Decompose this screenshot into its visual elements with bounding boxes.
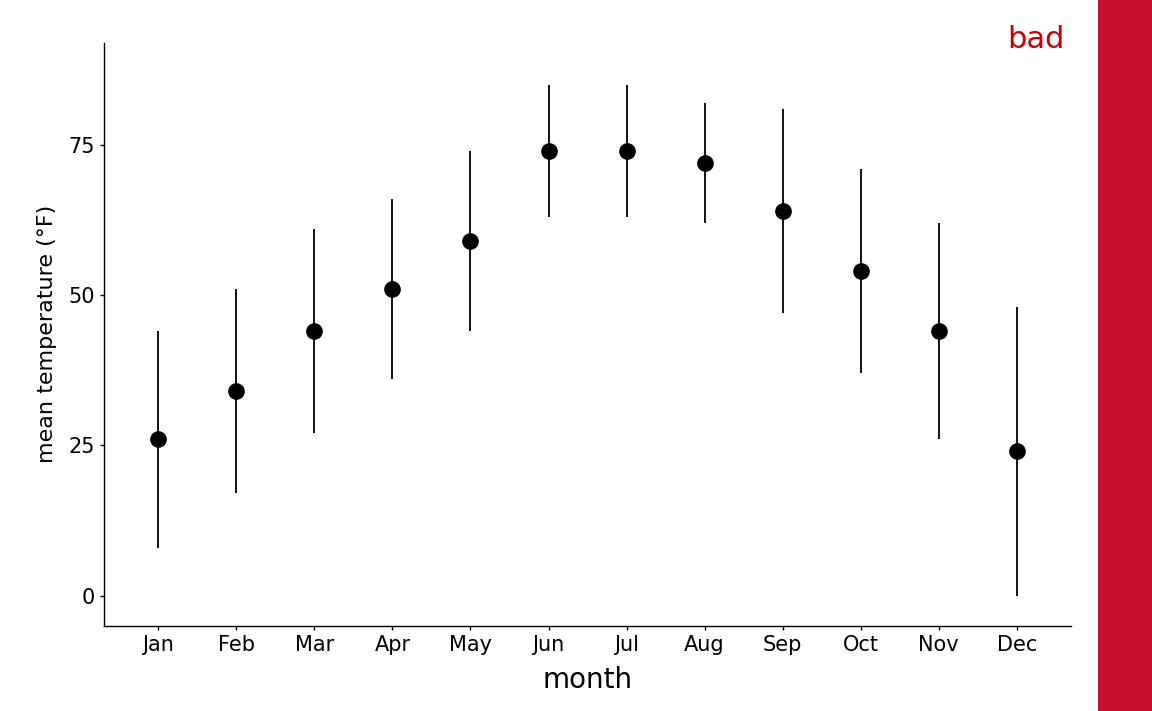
X-axis label: month: month [543,665,632,694]
Y-axis label: mean temperature (°F): mean temperature (°F) [37,205,58,464]
Text: bad: bad [1007,25,1064,54]
